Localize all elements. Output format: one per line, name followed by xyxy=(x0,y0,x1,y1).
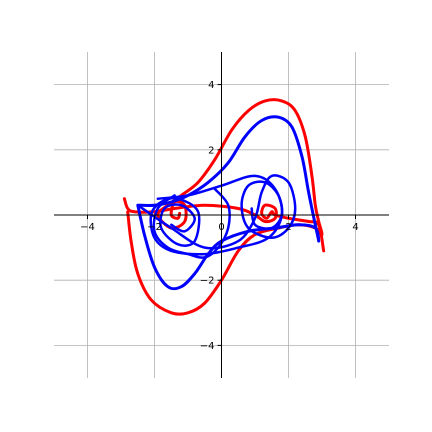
x-tick-label: 4 xyxy=(352,222,358,233)
ticks: −4 −2 0 2 4 −4 −2 2 4 xyxy=(80,80,359,352)
x-tick-label: 2 xyxy=(285,222,291,233)
y-tick-label: −2 xyxy=(200,276,215,287)
series-line-6 xyxy=(152,187,231,259)
x-tick-label: 0 xyxy=(218,222,224,233)
series-group xyxy=(122,98,326,316)
x-tick-label: −4 xyxy=(80,222,95,233)
y-tick-label: −4 xyxy=(200,341,215,352)
series-line-3 xyxy=(136,115,321,291)
y-tick-label: 2 xyxy=(208,145,214,156)
y-tick-label: 4 xyxy=(208,80,214,91)
x-tick-label: −2 xyxy=(147,222,162,233)
